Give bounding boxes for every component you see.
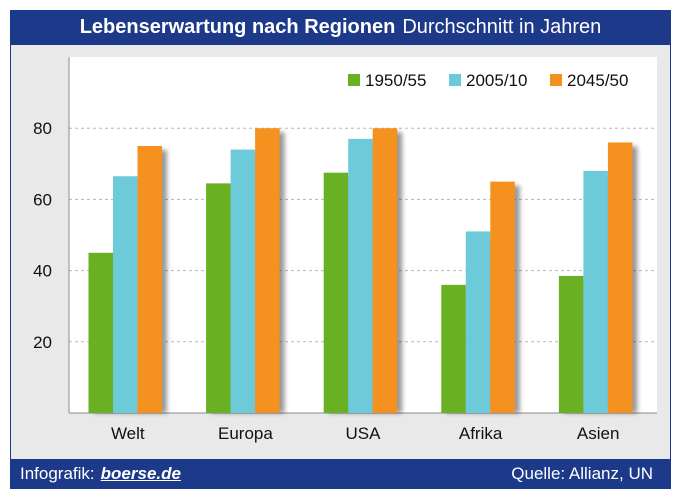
bar-europa-2005-10 bbox=[230, 149, 256, 413]
chart-title-bar: Lebenserwartung nach Regionen Durchschni… bbox=[10, 10, 671, 44]
legend-swatch bbox=[550, 74, 562, 86]
x-tick-label: Afrika bbox=[459, 424, 503, 443]
y-tick-label: 40 bbox=[33, 262, 52, 281]
bar-asien-2045-50 bbox=[607, 142, 633, 413]
footer-bar: Infografik: boerse.de Quelle: Allianz, UN bbox=[10, 459, 671, 489]
y-tick-label: 80 bbox=[33, 119, 52, 138]
x-tick-label: Asien bbox=[577, 424, 620, 443]
bar-welt-2045-50 bbox=[137, 146, 162, 413]
chart-title: Lebenserwartung nach Regionen bbox=[79, 15, 396, 38]
bar-asien-2005-10 bbox=[583, 170, 608, 413]
bar-europa-2045-50 bbox=[255, 128, 280, 413]
bar-afrika-1950-55 bbox=[441, 284, 466, 413]
bar-usa-2045-50 bbox=[372, 128, 398, 413]
bar-welt-1950-55 bbox=[88, 252, 113, 413]
brand-logo: boerse.de bbox=[100, 464, 181, 483]
bar-europa-1950-55 bbox=[206, 183, 231, 413]
y-tick-label: 60 bbox=[33, 190, 52, 209]
legend-swatch bbox=[348, 74, 360, 86]
legend-label: 1950/55 bbox=[365, 71, 426, 90]
bar-usa-2005-10 bbox=[348, 138, 373, 413]
bar-asien-1950-55 bbox=[558, 275, 584, 413]
legend-swatch bbox=[449, 74, 461, 86]
infografik-credit: Infografik: boerse.de bbox=[20, 464, 181, 484]
bar-chart: 20 40 60 80 Welt Europa USA Afrika Asien 1950/55 2… bbox=[33, 57, 657, 443]
bar-afrika-2045-50 bbox=[490, 181, 515, 413]
infografik-label: Infografik: bbox=[20, 464, 95, 483]
bar-usa-1950-55 bbox=[323, 172, 349, 413]
bar-welt-2005-10 bbox=[113, 176, 138, 413]
x-tick-label: USA bbox=[346, 424, 382, 443]
source-note: Quelle: Allianz, UN bbox=[511, 464, 653, 483]
plot-frame: 20 40 60 80 Welt Europa USA Afrika Asien 1950/55 2… bbox=[10, 44, 671, 460]
y-tick-label: 20 bbox=[33, 333, 52, 352]
x-tick-label: Welt bbox=[111, 424, 145, 443]
chart-subtitle: Durchschnitt in Jahren bbox=[402, 15, 602, 38]
x-tick-label: Europa bbox=[218, 424, 273, 443]
bar-afrika-2005-10 bbox=[465, 231, 491, 413]
legend-label: 2005/10 bbox=[466, 71, 527, 90]
legend-label: 2045/50 bbox=[567, 71, 628, 90]
